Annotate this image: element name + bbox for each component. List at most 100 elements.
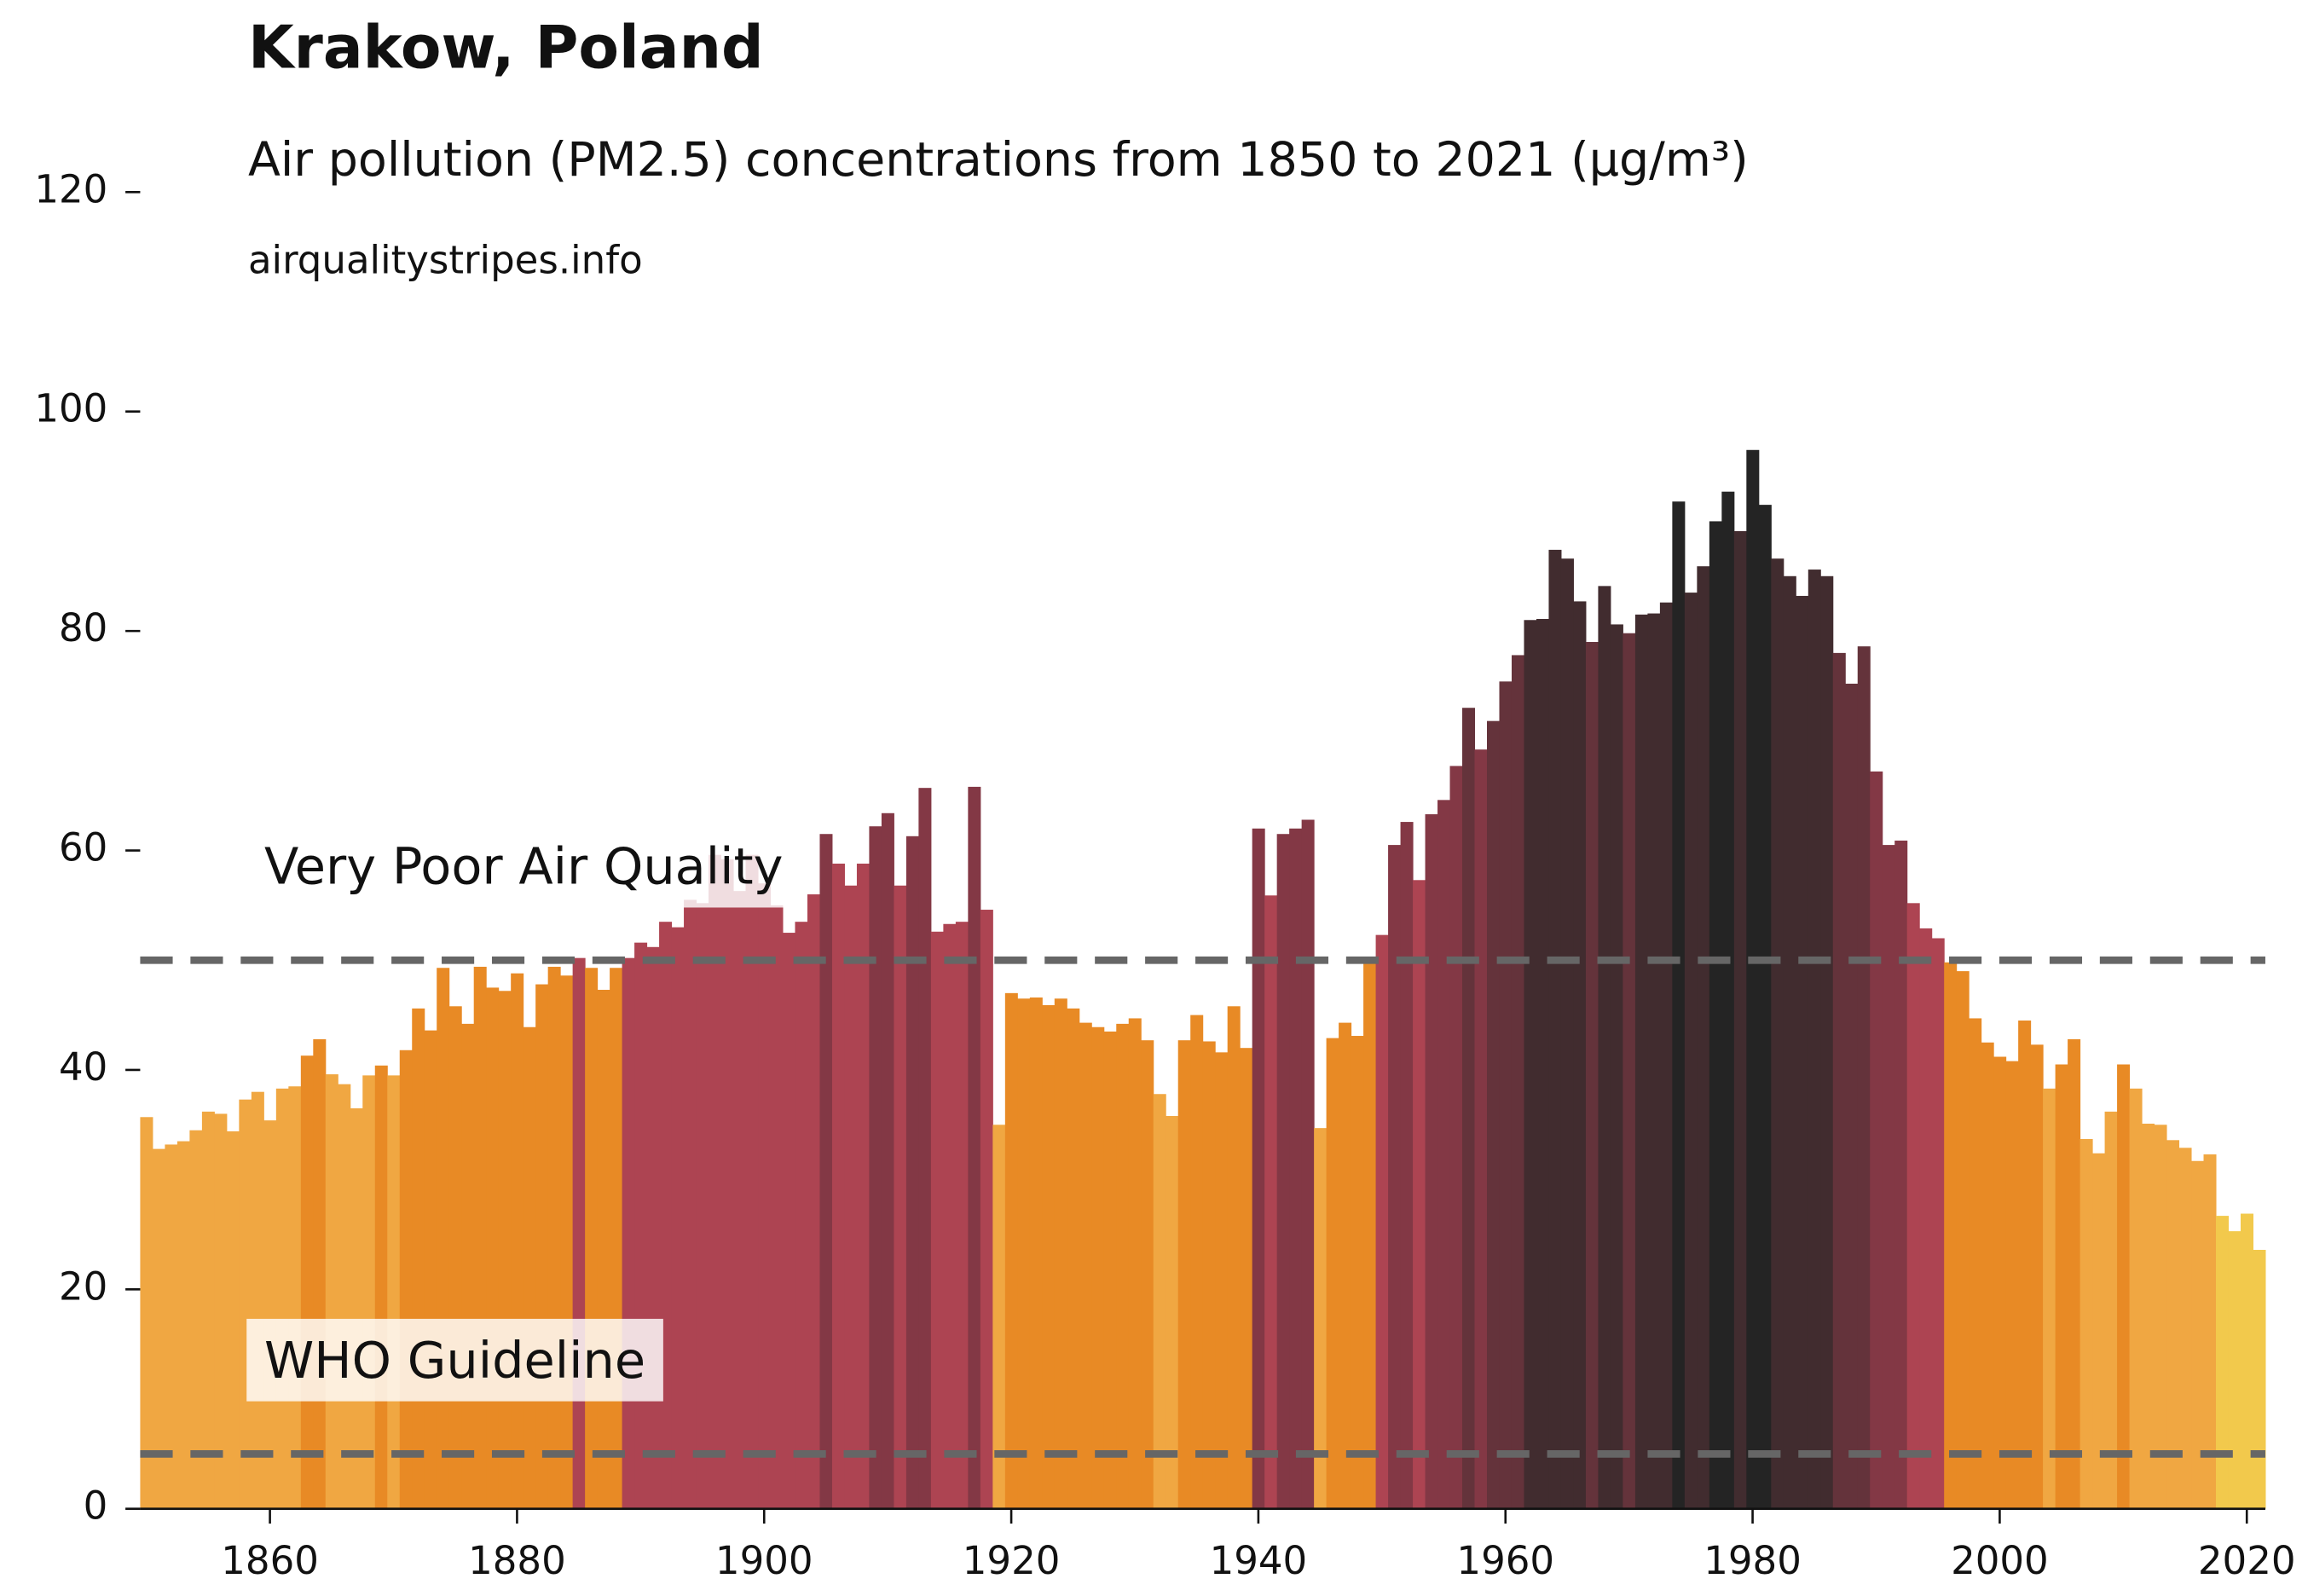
bar: [140, 1117, 153, 1509]
bar: [955, 922, 969, 1509]
bar: [1474, 749, 1488, 1509]
bar: [535, 984, 549, 1509]
bar: [1388, 845, 1402, 1509]
bar: [288, 1086, 302, 1509]
bar: [869, 826, 882, 1509]
bar: [1771, 558, 1785, 1509]
bar: [374, 1065, 388, 1509]
bar: [1882, 845, 1895, 1509]
bar: [1993, 1056, 2007, 1509]
bar: [1079, 1022, 1092, 1509]
y-tick-label: 120: [34, 166, 107, 211]
bar: [1166, 1115, 1179, 1509]
bar: [745, 854, 759, 1509]
bar: [1598, 586, 1611, 1509]
x-tick-label: 2000: [1951, 1538, 2049, 1583]
bar: [1128, 1018, 1142, 1509]
bar: [350, 1107, 363, 1509]
bar: [448, 1006, 462, 1509]
bar: [770, 905, 784, 1509]
bar: [498, 991, 512, 1509]
bar: [2142, 1123, 2155, 1509]
bar: [189, 1130, 203, 1509]
bar: [1202, 1041, 1216, 1509]
x-tick-label: 1940: [1210, 1538, 1308, 1583]
bar: [610, 968, 623, 1509]
annotation-label: WHO Guideline: [264, 1331, 645, 1390]
bar: [1623, 633, 1636, 1509]
annotation-label: Very Poor Air Quality: [264, 837, 783, 896]
bar: [1425, 814, 1438, 1509]
bar: [523, 1026, 536, 1509]
bar: [2117, 1064, 2131, 1509]
bar: [387, 1075, 401, 1509]
bar: [2018, 1021, 2032, 1509]
bar: [1870, 771, 1883, 1509]
bar: [2178, 1148, 2192, 1509]
chart-source: airqualitystripes.info: [248, 238, 643, 283]
bar: [152, 1148, 165, 1509]
bar: [300, 1055, 314, 1509]
bar: [2080, 1139, 2093, 1509]
bar: [1276, 834, 1290, 1509]
bar: [2055, 1064, 2068, 1509]
bar: [461, 1023, 475, 1509]
bar: [1585, 642, 1599, 1509]
bar: [1573, 601, 1587, 1509]
bar: [1548, 549, 1562, 1509]
bar: [1919, 928, 1933, 1509]
bar: [412, 1008, 425, 1509]
bar: [547, 966, 561, 1509]
bar: [214, 1113, 228, 1509]
bar: [239, 1099, 252, 1509]
bar: [473, 966, 487, 1509]
bar: [795, 922, 808, 1509]
y-tick-label: 100: [34, 386, 107, 431]
bar: [1845, 683, 1859, 1509]
bar: [1746, 449, 1760, 1509]
bar: [2154, 1125, 2167, 1509]
bar: [1227, 1006, 1241, 1509]
bar: [1981, 1042, 1994, 1509]
annotation-box: [246, 1318, 663, 1402]
bar: [2030, 1044, 2044, 1509]
bar: [2104, 1111, 2118, 1509]
bar: [362, 1075, 376, 1509]
bar: [597, 989, 610, 1509]
x-tick-label: 1900: [715, 1538, 813, 1583]
bar: [807, 894, 820, 1509]
bar: [1857, 646, 1871, 1509]
bar: [2191, 1160, 2205, 1509]
bar: [226, 1131, 240, 1509]
bar: [1177, 1040, 1191, 1509]
bar: [930, 931, 944, 1509]
bar: [1400, 822, 1414, 1509]
bar: [1289, 828, 1303, 1509]
x-tick-label: 2020: [2198, 1538, 2296, 1583]
bar: [980, 910, 993, 1509]
bar: [1116, 1023, 1130, 1509]
bar: [1141, 1040, 1154, 1509]
bar: [338, 1084, 351, 1509]
bar: [275, 1088, 289, 1509]
bar: [201, 1111, 215, 1509]
bar: [2240, 1213, 2253, 1509]
bar: [560, 975, 574, 1509]
bar: [646, 946, 660, 1509]
y-tick-label: 40: [59, 1044, 107, 1090]
x-tick-label: 1920: [963, 1538, 1061, 1583]
bar: [782, 933, 796, 1509]
bar: [1944, 962, 1958, 1509]
bar: [1351, 1036, 1364, 1509]
bar: [1103, 1031, 1117, 1509]
bar: [1832, 652, 1846, 1509]
bar: [2203, 1154, 2217, 1509]
bar: [1956, 971, 1970, 1509]
bar: [1634, 614, 1648, 1509]
bar: [1969, 1018, 1982, 1509]
bar: [176, 1141, 190, 1509]
bar: [1697, 566, 1710, 1509]
bar: [1672, 501, 1686, 1509]
bar: [1215, 1052, 1229, 1509]
y-tick-label: 80: [59, 605, 107, 651]
